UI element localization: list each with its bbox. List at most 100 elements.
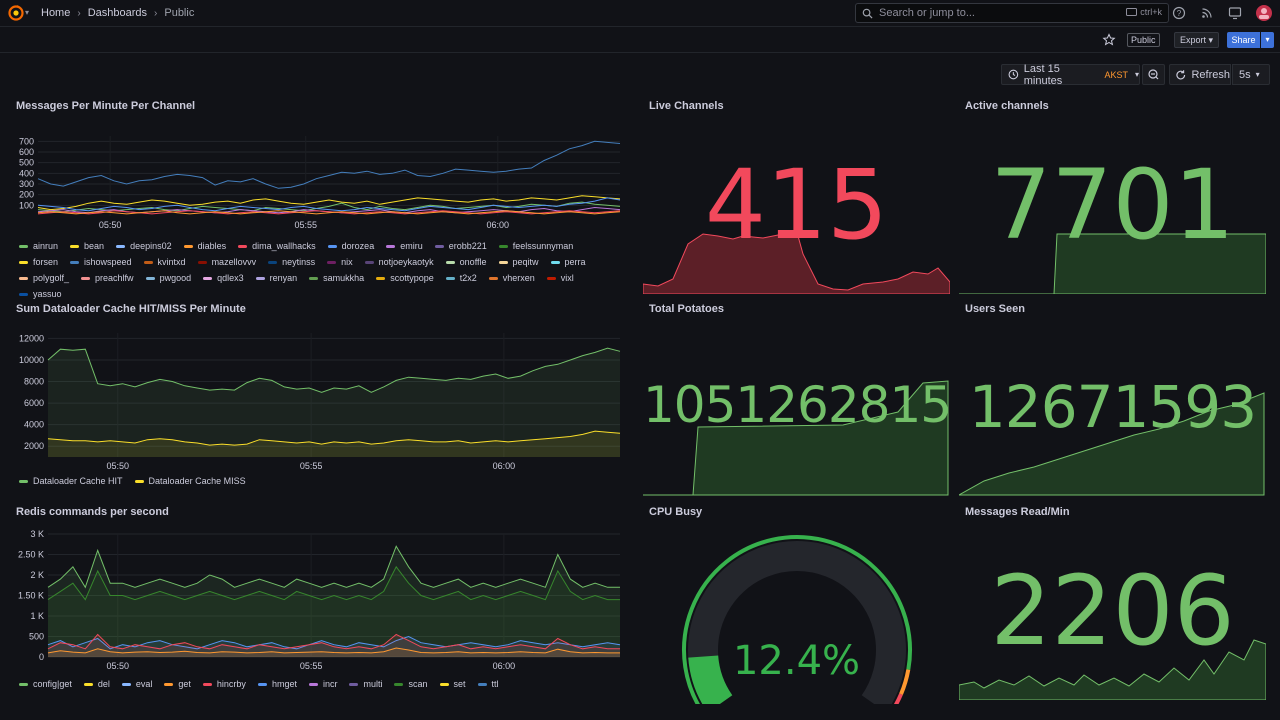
live-channels-value: 415 (704, 149, 889, 261)
panel-messages-read[interactable]: Messages Read/Min 2206 (959, 506, 1266, 700)
legend-label: config|get (33, 679, 72, 689)
legend-label: erobb221 (448, 241, 487, 251)
legend-label: samukkha (323, 273, 365, 283)
legend-label: mazellovvv (211, 257, 257, 267)
legend-item[interactable]: get (164, 678, 191, 690)
legend-item[interactable]: pwgood (145, 272, 191, 284)
y-tick-label: 1.50 K (18, 591, 44, 601)
legend-swatch (386, 244, 396, 248)
legend-item[interactable]: ttl (477, 678, 499, 690)
redis-chart[interactable]: 0 500 1 K 1.50 K 2 K 2.50 K 3 K 05:50 05:55 06:00 (0, 526, 634, 676)
legend-item[interactable]: t2x2 (445, 272, 477, 284)
series-line[interactable] (37, 197, 621, 212)
keyboard-shortcut: ctrl+k (1126, 7, 1162, 17)
legend-item[interactable]: config|get (19, 678, 72, 690)
refresh-label: Refresh (1191, 68, 1230, 81)
refresh-interval-select[interactable]: 5s ▾ (1232, 64, 1270, 85)
legend-item[interactable]: yassuo (19, 288, 62, 300)
legend-item[interactable]: scottypope (376, 272, 434, 284)
legend-item[interactable]: emiru (386, 240, 423, 252)
series-line[interactable] (47, 635, 621, 650)
legend-item[interactable]: multi (349, 678, 382, 690)
help-icon[interactable]: ? (1172, 6, 1186, 20)
legend-item[interactable]: Dataloader Cache HIT (19, 475, 123, 487)
series-line[interactable] (37, 195, 621, 211)
panel-live-channels[interactable]: Live Channels 415 (643, 100, 950, 294)
legend-item[interactable]: forsen (19, 256, 58, 268)
search-input[interactable]: Search or jump to... ctrl+k (855, 3, 1169, 23)
monitor-icon[interactable] (1228, 6, 1242, 20)
legend-item[interactable]: notjoeykaotyk (364, 256, 434, 268)
legend-item[interactable]: hmget (257, 678, 297, 690)
series-line[interactable] (47, 545, 620, 589)
legend-label: eval (135, 679, 153, 689)
legend-item[interactable]: peqitw (498, 256, 539, 268)
gauge-threshold-orange (899, 669, 911, 695)
share-menu-chevron-icon[interactable]: ▾ (1261, 32, 1274, 48)
export-button[interactable]: Export ▾ (1174, 32, 1220, 48)
legend-item[interactable]: ishowspeed (70, 256, 132, 268)
refresh-button[interactable]: Refresh (1169, 64, 1231, 85)
panel-cpu-busy[interactable]: CPU Busy 12.4% (643, 506, 950, 706)
series-line[interactable] (37, 210, 621, 215)
legend-item[interactable]: mazellovvv (197, 256, 257, 268)
legend-item[interactable]: diables (183, 240, 226, 252)
series-line[interactable] (37, 210, 621, 215)
legend-item[interactable]: deepins02 (116, 240, 172, 252)
series-line[interactable] (47, 565, 620, 601)
legend-item[interactable]: neytinss (268, 256, 315, 268)
series-line[interactable] (47, 647, 620, 654)
legend-item[interactable]: hincrby (202, 678, 246, 690)
legend-item[interactable]: onoffle (445, 256, 487, 268)
legend-item[interactable]: perra (550, 256, 586, 268)
legend-item[interactable]: renyan (255, 272, 297, 284)
legend-label: nix (341, 257, 353, 267)
series-line[interactable] (47, 430, 621, 446)
legend-item[interactable]: preachlfw (81, 272, 134, 284)
y-tick-label: 600 (19, 147, 34, 157)
legend-item[interactable]: erobb221 (434, 240, 487, 252)
legend-item[interactable]: ainrun (19, 240, 58, 252)
legend-item[interactable]: dorozea (327, 240, 374, 252)
panel-redis-commands[interactable]: Redis commands per second 0 500 1 K 1.50 K 2… (0, 506, 634, 706)
legend-item[interactable]: nix (327, 256, 353, 268)
panel-users-seen[interactable]: Users Seen 12671593 (959, 303, 1266, 497)
rss-icon[interactable] (1200, 6, 1214, 20)
legend-item[interactable]: scan (394, 678, 428, 690)
series-line[interactable] (47, 347, 621, 393)
grafana-logo-icon[interactable] (8, 5, 24, 21)
legend-item[interactable]: eval (121, 678, 153, 690)
legend-swatch (19, 682, 28, 686)
panel-total-potatoes[interactable]: Total Potatoes 1051262815 (643, 303, 952, 497)
star-icon[interactable] (1102, 33, 1116, 47)
legend-item[interactable]: polygolf_ (19, 272, 69, 284)
share-button[interactable]: Share (1227, 32, 1260, 48)
legend-item[interactable]: samukkha (309, 272, 364, 284)
legend-item[interactable]: del (83, 678, 110, 690)
panel-messages-per-minute[interactable]: Messages Per Minute Per Channel 100 200 30… (0, 100, 634, 299)
legend-item[interactable]: set (439, 678, 466, 690)
panel-dataloader-cache[interactable]: Sum Dataloader Cache HIT/MISS Per Minute… (0, 303, 634, 493)
legend-item[interactable]: feelssunnyman (498, 240, 573, 252)
legend-item[interactable]: kvintxd (143, 256, 186, 268)
time-range-picker[interactable]: Last 15 minutes AKST ▾ (1001, 63, 1140, 87)
panel-active-channels[interactable]: Active channels 7701 (959, 100, 1266, 294)
legend-item[interactable]: bean (70, 240, 104, 252)
series-line[interactable] (37, 140, 621, 189)
chevron-down-icon[interactable]: ▾ (25, 8, 30, 17)
legend-label: vixl (560, 273, 574, 283)
legend-item[interactable]: vherxen (488, 272, 535, 284)
dataloader-chart[interactable]: 2000 4000 6000 8000 10000 12000 05:50 05:55 06:0… (0, 325, 634, 475)
avatar[interactable] (1256, 5, 1272, 21)
legend-item[interactable]: vixl (546, 272, 574, 284)
series-line[interactable] (47, 633, 620, 650)
legend-item[interactable]: qdlex3 (203, 272, 244, 284)
legend-label: ishowspeed (84, 257, 132, 267)
legend-item[interactable]: dima_wallhacks (238, 240, 316, 252)
legend-item[interactable]: Dataloader Cache MISS (134, 475, 246, 487)
breadcrumb-home[interactable]: Home (41, 7, 71, 19)
legend-item[interactable]: incr (308, 678, 337, 690)
zoom-out-button[interactable] (1142, 64, 1165, 85)
breadcrumb-dashboards[interactable]: Dashboards (87, 7, 148, 19)
